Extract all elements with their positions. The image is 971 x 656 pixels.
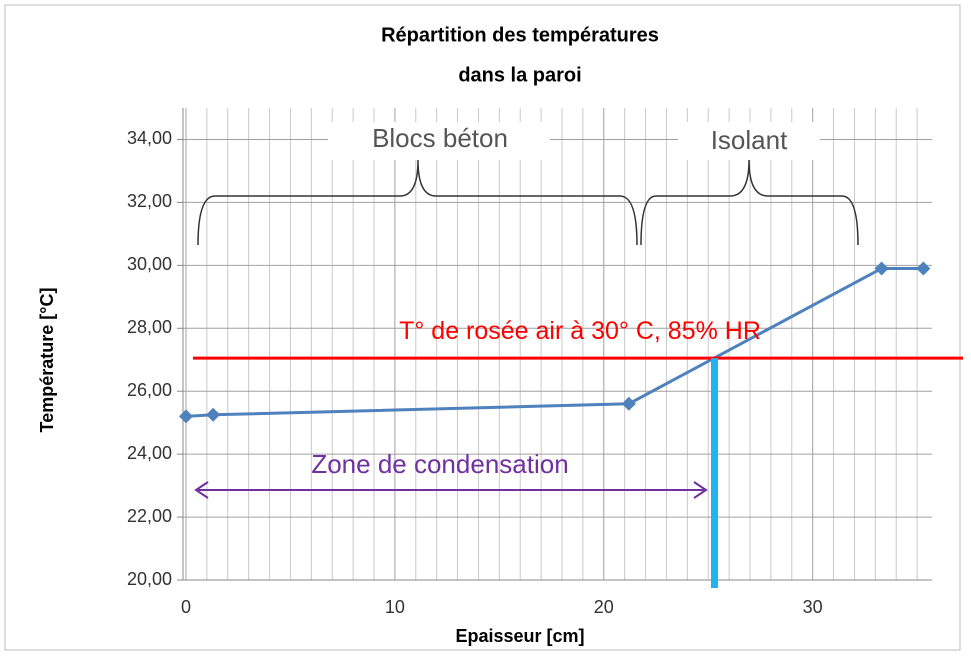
plot-area: [183, 108, 932, 580]
label-box: [678, 122, 820, 160]
x-tick-label: 20: [594, 597, 614, 617]
y-tick-label: 24,00: [127, 443, 172, 463]
annotation: Isolant: [711, 125, 788, 155]
label-box: [328, 122, 550, 160]
y-tick-label: 26,00: [127, 380, 172, 400]
grid: [177, 108, 932, 581]
arrow-heads: [194, 481, 708, 499]
y-axis-label: Température [°C]: [37, 288, 57, 433]
x-tick-label: 30: [803, 597, 823, 617]
dew-point-label: T° de rosée air à 30° C, 85% HR: [399, 317, 761, 345]
annotation: Zone de condensation: [311, 449, 568, 479]
marker: [916, 261, 931, 276]
y-tick-label: 28,00: [127, 317, 172, 337]
y-tick-label: 22,00: [127, 506, 172, 526]
x-tick-label: 0: [181, 597, 191, 617]
y-tick-label: 34,00: [127, 128, 172, 148]
marker: [621, 396, 636, 411]
y-tick-label: 30,00: [127, 254, 172, 274]
y-tick-label: 20,00: [127, 569, 172, 589]
condensation-arrow: [194, 481, 708, 499]
x-axis-label: Epaisseur [cm]: [455, 626, 584, 646]
marker: [874, 261, 889, 276]
y-tick-label: 32,00: [127, 191, 172, 211]
marker: [206, 407, 221, 422]
annotation: Blocs béton: [372, 123, 508, 153]
marker: [179, 409, 193, 424]
x-tick-label: 10: [385, 597, 405, 617]
chart-title: Répartition des températures: [381, 24, 659, 46]
chart-subtitle: dans la paroi: [458, 64, 581, 86]
